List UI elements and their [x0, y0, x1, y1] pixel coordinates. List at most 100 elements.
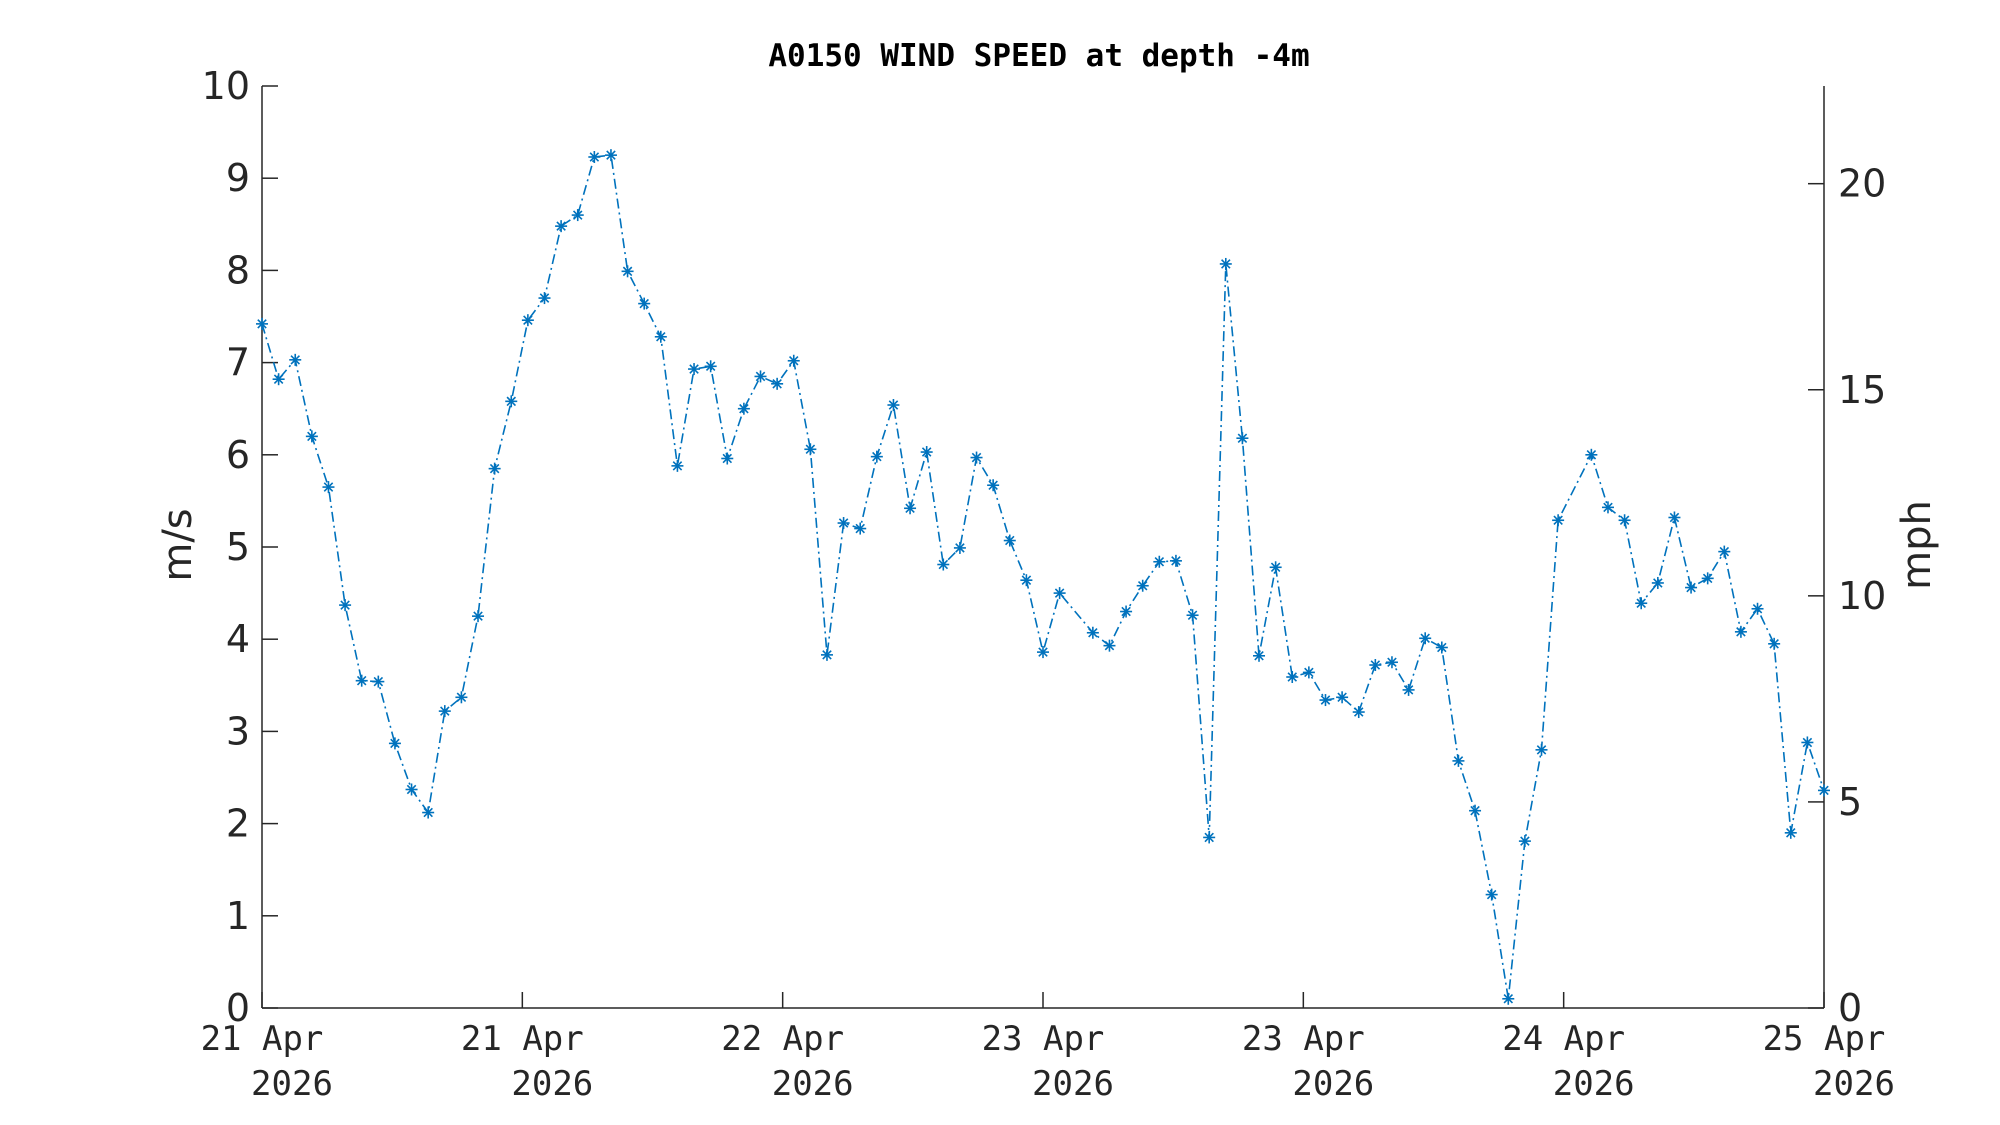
y2-tick-label: 15: [1838, 368, 1886, 412]
y2-axis-label: mph: [1894, 500, 1940, 590]
x-tick-label-date: 21 Apr: [461, 1019, 584, 1059]
data-point-marker: [388, 737, 401, 750]
y-tick-label: 1: [226, 894, 250, 938]
y-tick-label: 3: [226, 709, 250, 753]
data-point-marker: [538, 292, 551, 305]
data-point-marker: [1269, 561, 1282, 574]
x-tick-label-date: 25 Apr: [1763, 1019, 1886, 1059]
data-point-marker: [987, 479, 1000, 492]
data-point-marker: [455, 691, 468, 704]
data-point-marker: [1668, 511, 1681, 524]
data-point-marker: [571, 209, 584, 222]
data-point-marker: [1768, 637, 1781, 650]
data-point-marker: [1818, 784, 1830, 797]
data-point-marker: [1086, 626, 1099, 639]
data-point-marker: [1734, 625, 1747, 638]
data-point-marker: [1153, 555, 1166, 568]
data-point-marker: [588, 150, 601, 163]
y-tick-label: 2: [226, 802, 250, 846]
chart-title: A0150 WIND SPEED at depth -4m: [768, 38, 1309, 74]
data-point-marker: [654, 330, 667, 343]
data-point-marker: [405, 783, 418, 796]
data-point-marker: [305, 430, 318, 443]
data-point-marker: [1253, 649, 1266, 662]
data-point-marker: [1635, 597, 1648, 610]
data-point-marker: [721, 452, 734, 465]
y-tick-label: 7: [226, 341, 250, 385]
data-point-marker: [1601, 501, 1614, 514]
data-point-marker: [1552, 514, 1565, 527]
data-point-marker: [1435, 641, 1448, 654]
data-point-marker: [870, 450, 883, 463]
wind-speed-series-line: [261, 154, 1825, 999]
data-point-marker: [920, 446, 933, 459]
data-point-marker: [1020, 574, 1033, 587]
data-point-marker: [1286, 671, 1299, 684]
data-point-marker: [1585, 448, 1598, 461]
x-tick-label-year: 2026: [1292, 1064, 1374, 1104]
data-point-marker: [904, 502, 917, 515]
data-point-marker: [804, 443, 817, 456]
data-point-marker: [272, 373, 285, 386]
data-point-marker: [1219, 257, 1232, 270]
data-point-marker: [555, 220, 568, 233]
data-point-marker: [1685, 581, 1698, 594]
data-point-marker: [1053, 587, 1066, 600]
x-tick-label-date: 24 Apr: [1502, 1019, 1625, 1059]
data-point-marker: [472, 610, 485, 623]
data-point-marker: [1784, 826, 1797, 839]
data-point-marker: [638, 297, 651, 310]
x-tick-label-year: 2026: [1032, 1064, 1114, 1104]
data-point-marker: [1203, 831, 1216, 844]
y2-tick-label: 20: [1838, 162, 1886, 206]
data-point-marker: [1535, 743, 1548, 756]
x-tick-label-year: 2026: [1813, 1064, 1895, 1104]
data-point-marker: [1037, 646, 1049, 659]
data-point-marker: [339, 599, 352, 612]
plot-area: [256, 149, 1830, 1005]
data-point-marker: [256, 317, 268, 330]
data-point-marker: [1469, 804, 1482, 817]
data-point-marker: [1319, 694, 1332, 707]
data-point-marker: [1385, 656, 1398, 669]
x-tick-label-year: 2026: [251, 1064, 333, 1104]
x-tick-label-date: 21 Apr: [201, 1019, 324, 1059]
data-point-marker: [1369, 659, 1382, 672]
data-point-marker: [1352, 706, 1365, 719]
x-tick-label-date: 23 Apr: [982, 1019, 1105, 1059]
x-tick-label-date: 22 Apr: [721, 1019, 844, 1059]
y-axis-label: m/s: [155, 508, 201, 581]
data-point-marker: [1701, 572, 1714, 585]
data-point-marker: [754, 370, 767, 383]
data-point-marker: [1419, 632, 1432, 645]
y-tick-label: 10: [202, 64, 250, 108]
data-point-marker: [355, 674, 368, 687]
data-point-marker: [887, 399, 900, 412]
data-point-marker: [1751, 602, 1764, 615]
data-point-marker: [1801, 736, 1814, 749]
data-point-marker: [953, 541, 966, 554]
data-point-marker: [505, 395, 518, 408]
x-tick-label-year: 2026: [511, 1064, 593, 1104]
data-point-marker: [787, 354, 800, 367]
x-tick-label-year: 2026: [1553, 1064, 1635, 1104]
data-point-marker: [289, 353, 302, 366]
data-point-marker: [1618, 514, 1631, 527]
data-point-marker: [854, 522, 867, 535]
y-tick-label: 6: [226, 433, 250, 477]
y2-tick-label: 5: [1838, 780, 1862, 824]
data-point-marker: [372, 675, 385, 688]
data-point-marker: [621, 265, 634, 278]
y-tick-label: 5: [226, 525, 250, 569]
data-point-marker: [937, 558, 950, 571]
x-tick-label-year: 2026: [772, 1064, 854, 1104]
data-point-marker: [704, 360, 717, 373]
data-point-marker: [688, 363, 701, 376]
data-point-marker: [737, 402, 750, 415]
y-tick-label: 9: [226, 156, 250, 200]
data-point-marker: [521, 314, 534, 327]
data-point-marker: [1402, 683, 1415, 696]
data-point-marker: [1169, 554, 1182, 567]
data-point-marker: [604, 149, 617, 162]
